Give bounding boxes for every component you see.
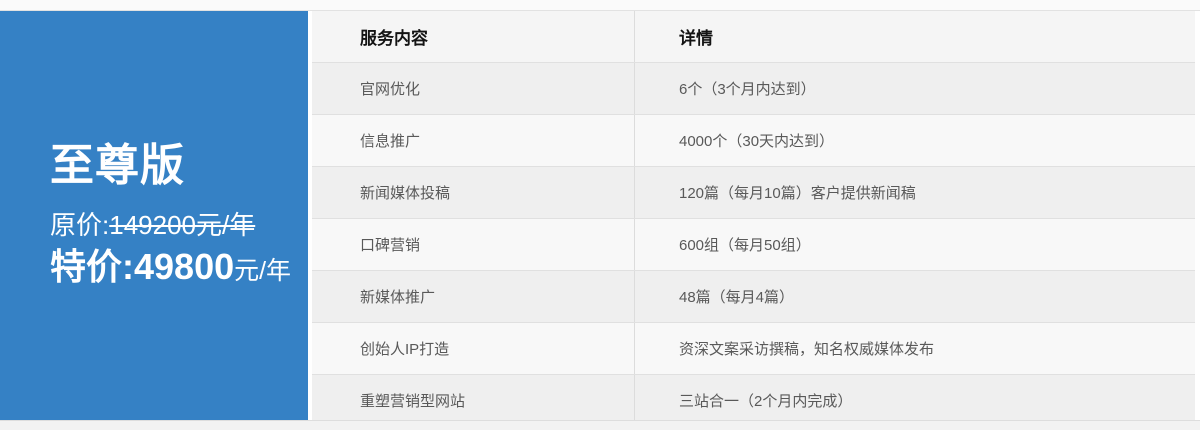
service-cell: 口碑营销: [312, 219, 635, 270]
table-row: 创始人IP打造 资深文案采访撰稿，知名权威媒体发布: [312, 323, 1195, 375]
bottom-edge-strip: [0, 420, 1200, 430]
table-row: 信息推广 4000个（30天内达到）: [312, 115, 1195, 167]
original-price-value: 149200元/年: [109, 210, 256, 241]
table-header-detail: 详情: [679, 29, 713, 48]
table-row: 新媒体推广 48篇（每月4篇）: [312, 271, 1195, 323]
service-cell: 重塑营销型网站: [312, 375, 635, 420]
detail-cell: 48篇（每月4篇）: [679, 289, 795, 306]
detail-cell: 120篇（每月10篇）客户提供新闻稿: [679, 185, 916, 202]
plan-title: 至尊版: [50, 141, 185, 190]
original-price-label: 原价:: [50, 210, 110, 241]
top-edge-strip: [0, 0, 1200, 11]
detail-cell: 资深文案采访撰稿，知名权威媒体发布: [679, 341, 935, 358]
table-row: 新闻媒体投稿 120篇（每月10篇）客户提供新闻稿: [312, 167, 1195, 219]
service-cell: 新闻媒体投稿: [312, 167, 635, 218]
special-price-unit: 元/年: [234, 256, 292, 285]
detail-cell: 6个（3个月内达到）: [679, 81, 816, 98]
detail-cell: 600组（每月50组）: [679, 237, 811, 254]
service-cell: 信息推广: [312, 115, 635, 166]
special-price-label: 特价:: [50, 245, 134, 287]
table-header-service: 服务内容: [312, 11, 635, 62]
table-row: 重塑营销型网站 三站合一（2个月内完成）: [312, 375, 1195, 420]
service-cell: 官网优化: [312, 63, 635, 114]
detail-cell: 4000个（30天内达到）: [679, 133, 835, 150]
special-price-value: 49800: [134, 245, 235, 287]
original-price-line: 原价:149200元/年: [50, 210, 308, 241]
detail-cell: 三站合一（2个月内完成）: [679, 393, 853, 410]
table-row: 官网优化 6个（3个月内达到）: [312, 63, 1195, 115]
plan-card: 至尊版 原价:149200元/年 特价:49800元/年: [0, 11, 308, 420]
pricing-panel: 至尊版 原价:149200元/年 特价:49800元/年 服务内容 详情 官网优…: [0, 11, 1200, 420]
service-cell: 创始人IP打造: [312, 323, 635, 374]
table-row: 口碑营销 600组（每月50组）: [312, 219, 1195, 271]
special-price-line: 特价:49800元/年: [50, 245, 308, 288]
table-header-row: 服务内容 详情: [312, 11, 1195, 63]
service-cell: 新媒体推广: [312, 271, 635, 322]
services-table: 服务内容 详情 官网优化 6个（3个月内达到） 信息推广 4000个（30天内达…: [312, 11, 1195, 420]
